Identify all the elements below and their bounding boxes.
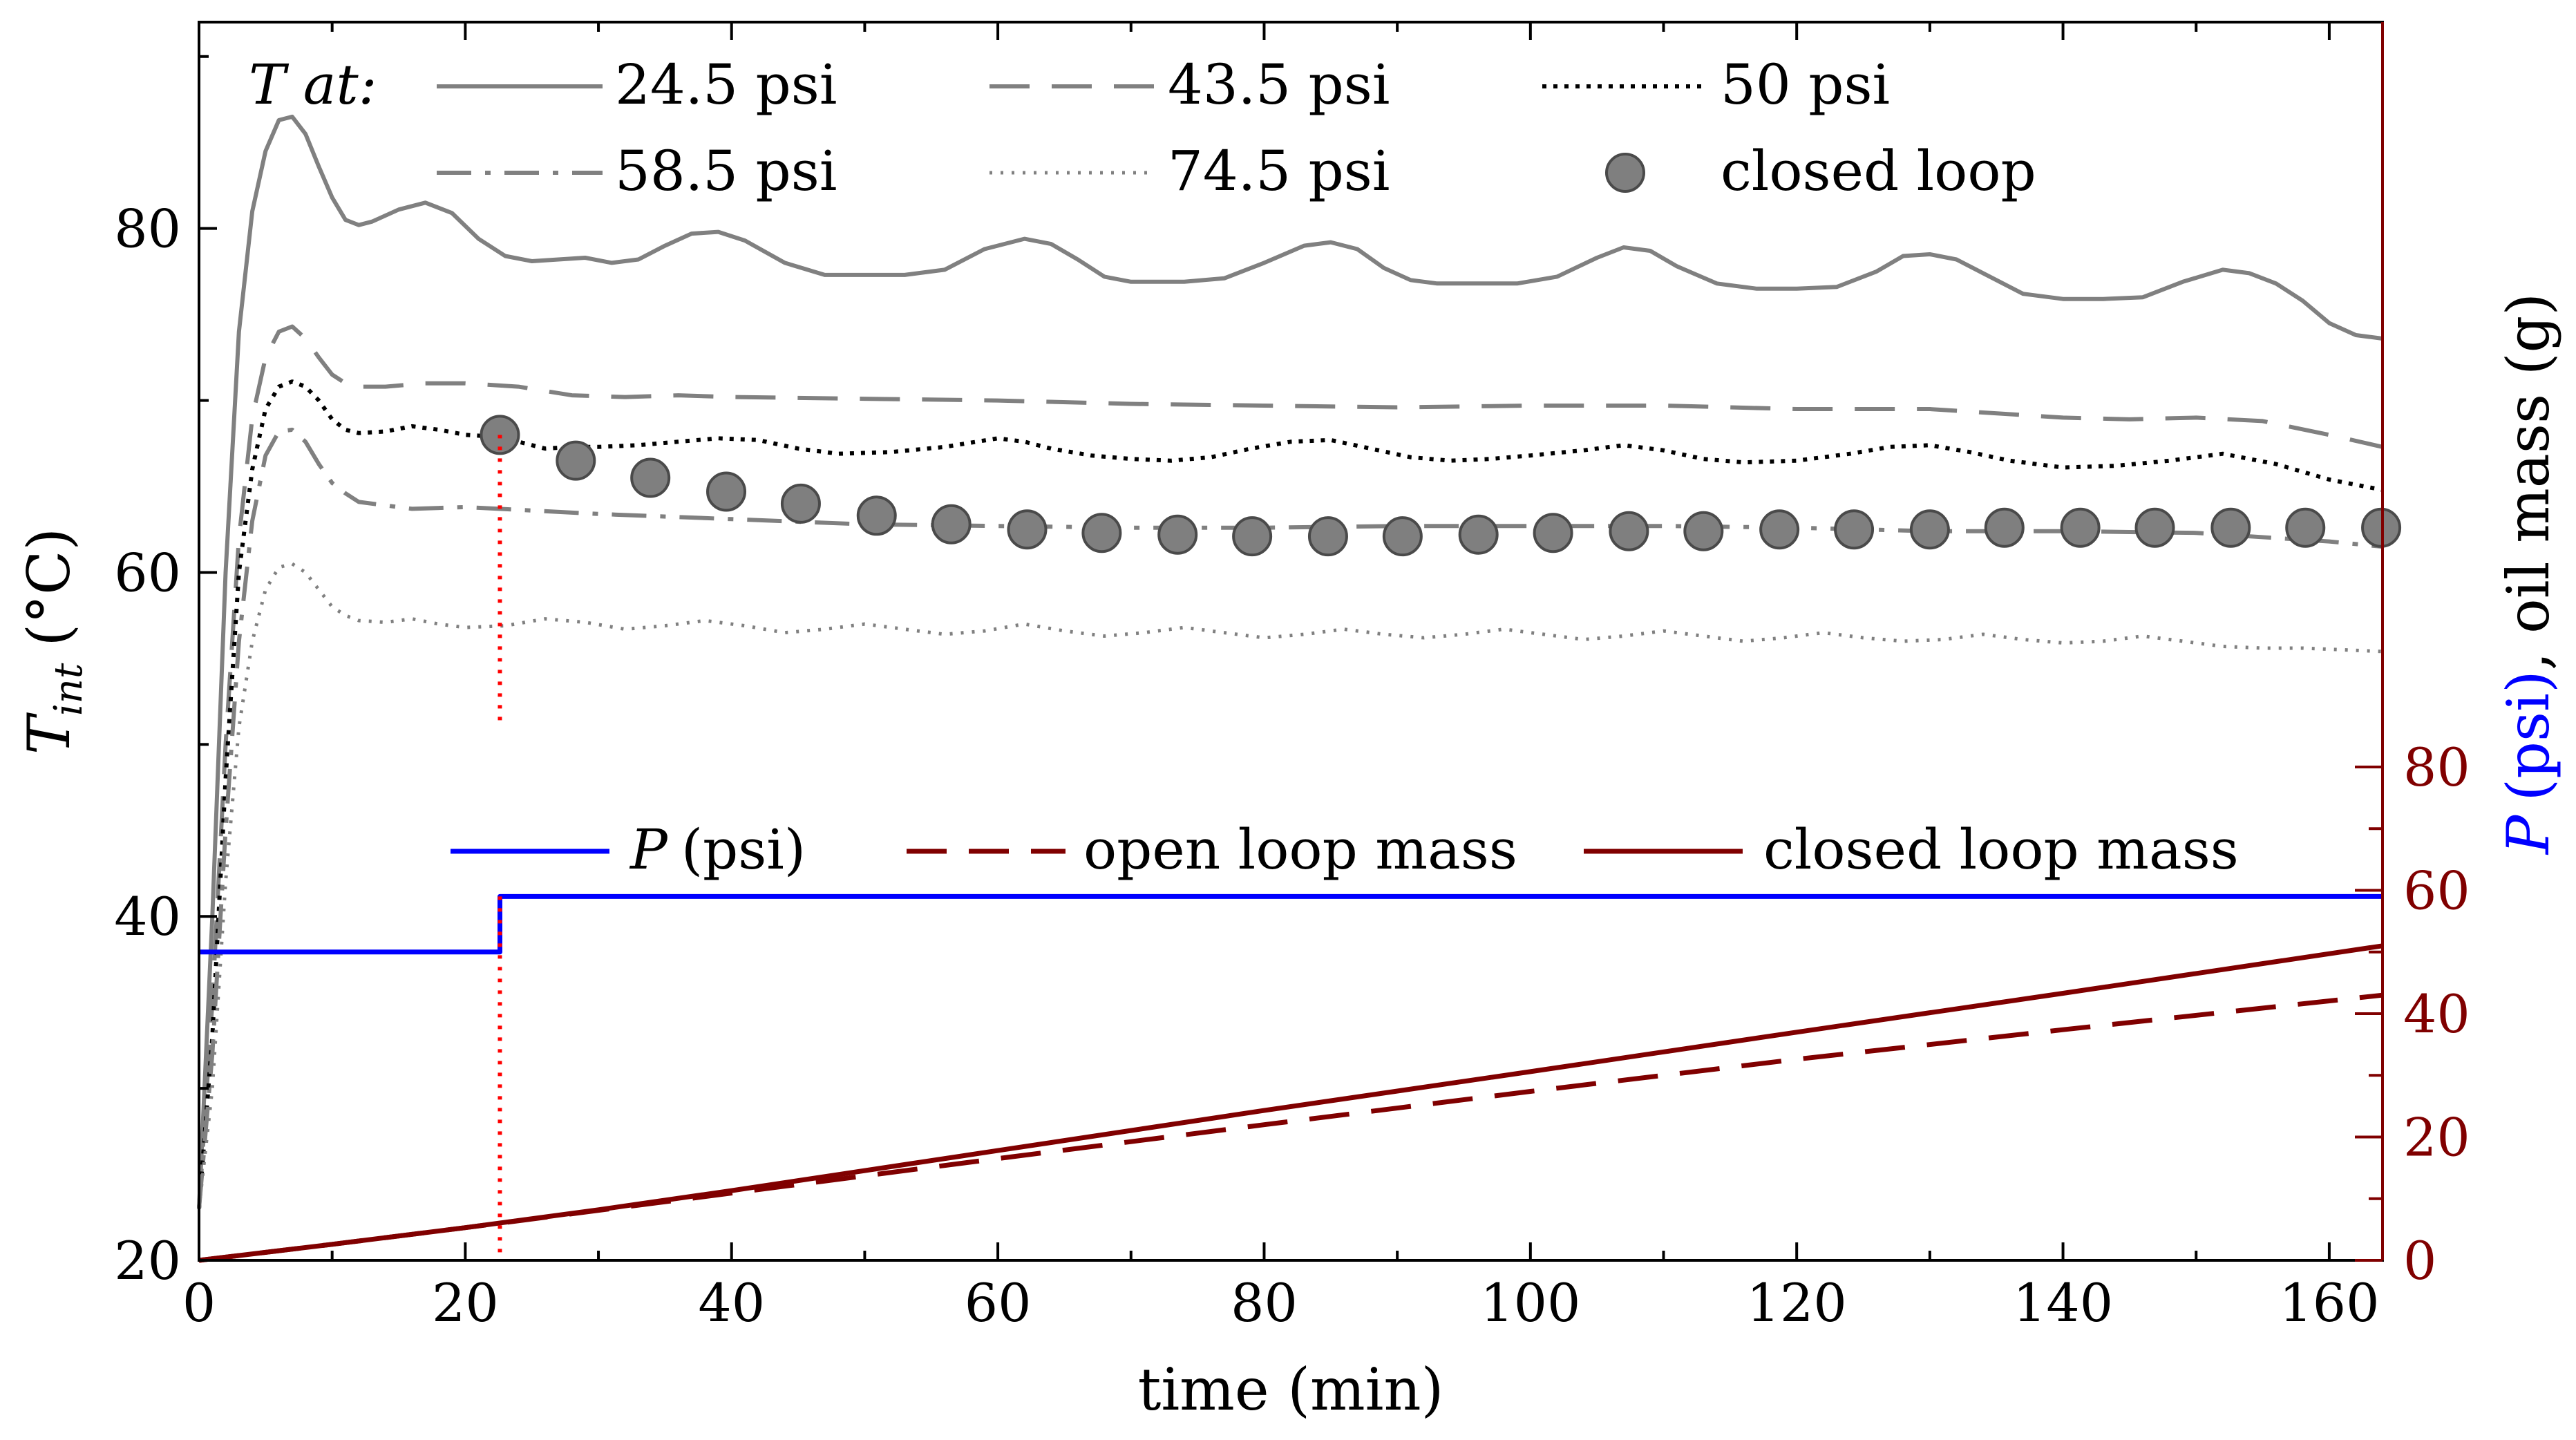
series-layer [197,114,2402,1263]
closed-loop-point [1307,516,1348,557]
legend-label-58-5-psi: 58.5 psi [615,139,837,203]
y-axis-right-title: P (psi), oil mass (g) [2494,293,2562,855]
closed-loop-point [1382,516,1423,557]
x-tick-label: 140 [2013,1272,2113,1334]
y-right-tick-label: 60 [2403,860,2470,922]
y-left-title-subscript: int [46,663,91,716]
y-axis-left-title: Tint (°C) [15,528,91,755]
y-left-tick-label: 80 [114,198,181,260]
x-tick-label: 0 [182,1272,216,1334]
closed-loop-point [1909,509,1950,550]
closed-loop-point [1759,509,1800,550]
y-right-title-p-unit: (psi) [2494,670,2562,801]
y-right-title-p: P [2494,814,2562,855]
legend-label-50-psi: 50 psi [1721,53,1890,117]
series-24-5-psi-line [197,114,2383,1209]
closed-loop-point [2210,507,2251,548]
closed-loop-point [630,457,671,498]
plot-frame [198,21,2384,1262]
legend-label-74-5-psi: 74.5 psi [1168,139,1390,203]
closed-loop-point [1609,511,1649,551]
legend-label-24-5-psi: 24.5 psi [615,53,837,117]
series-50-psi-line [197,379,2383,1209]
closed-loop-point [1984,507,2025,548]
x-tick-label: 40 [698,1272,765,1334]
y-right-tick-label: 0 [2403,1230,2436,1291]
svg-text:P(psi), oil mass (g): P (psi), oil mass (g) [2494,293,2562,855]
y-left-title-unit: (°C) [15,528,83,647]
closed-loop-point [556,440,596,481]
legend-pressure-mass: P (psi) open loop mass closed loop mass [451,817,2239,882]
closed-loop-point [1458,514,1499,555]
y-left-tick-label: 40 [114,886,181,947]
closed-loop-point [706,471,747,512]
closed-loop-point [2060,507,2101,548]
legend-label-open-loop-mass: open loop mass [1083,817,1517,882]
x-tick-label: 120 [1747,1272,1847,1334]
closed-loop-point [2285,507,2326,548]
y-left-title-symbol: T [15,712,83,755]
x-axis-title: time (min) [1138,1356,1444,1423]
closed-loop-point [1232,516,1273,557]
x-tick-label: 100 [1480,1272,1580,1334]
series-43-5-psi-line [197,324,2383,1209]
y-right-tick-label: 80 [2403,737,2470,798]
closed-loop-point [780,483,821,524]
closed-loop-point [1007,509,1048,550]
closed-loop-point [931,504,972,544]
y-left-tick-label: 20 [114,1230,181,1291]
y-right-tick-label: 40 [2403,983,2470,1045]
series-closed-loop [480,415,2402,557]
closed-loop-point [1157,514,1198,555]
legend-temperature: T at: 24.5 psi 43.5 psi 50 psi 58.5 psi … [249,53,2036,203]
closed-loop-point [1834,509,1875,550]
legend-label-closed-loop-mass: closed loop mass [1763,817,2239,882]
closed-loop-point [1081,513,1122,553]
closed-loop-point [1533,513,1573,553]
legend-label-closed-loop: closed loop [1721,139,2036,203]
svg-text:Tint(°C): Tint (°C) [15,528,91,755]
legend-pressure-unit: (psi) [681,817,806,882]
series-closed-loop-mass-line [198,943,2383,1263]
legend-swatch-closed-loop [1605,153,1645,193]
closed-loop-point [2134,507,2175,548]
y-right-tick-label: 20 [2403,1107,2470,1168]
legend-pressure-symbol: P [629,817,668,882]
y-right-title-rest: , oil mass (g) [2494,293,2562,670]
y-left-tick-label: 60 [114,542,181,603]
legend-label-pressure: P (psi) [629,817,806,882]
x-tick-label: 160 [2279,1272,2379,1334]
series-p-psi-line [199,893,2383,955]
closed-loop-point [1683,511,1724,551]
x-tick-label: 60 [965,1272,1032,1334]
closed-loop-point [856,495,897,536]
legend-label-43-5-psi: 43.5 psi [1168,53,1390,117]
legend-header: T at: [249,53,377,117]
x-tick-label: 80 [1231,1272,1298,1334]
x-tick-label: 20 [432,1272,499,1334]
series-74-5-psi-line [197,562,2383,1209]
